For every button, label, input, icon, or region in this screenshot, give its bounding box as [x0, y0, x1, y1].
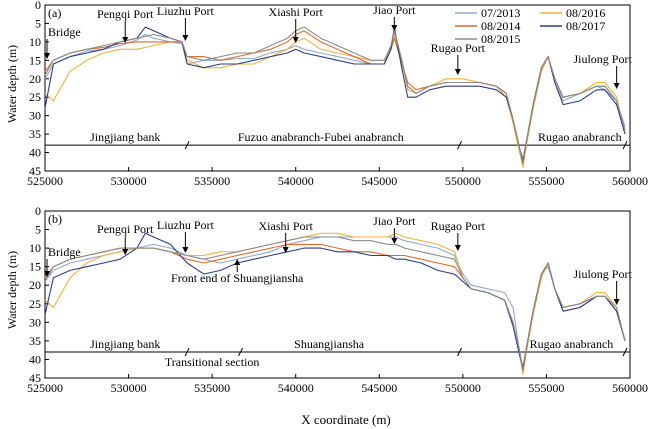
x-tick-label: 555000: [528, 174, 564, 188]
reach-label: Rugao anabranch: [530, 337, 614, 351]
annotation-label: Rugao Port: [431, 219, 486, 233]
x-tick-label: 560000: [612, 381, 648, 395]
reach-break: [184, 140, 190, 150]
y-axis-title-b: Water depth (m): [5, 251, 19, 329]
annotation-label: Bridge: [48, 25, 81, 39]
annotation-label: Liuzhu Port: [157, 218, 215, 232]
reach-break: [238, 347, 244, 357]
legend-label: 07/2013: [481, 6, 520, 20]
reach-break: [622, 140, 628, 150]
y-tick-label: 15: [29, 53, 41, 67]
reach-break: [184, 347, 190, 357]
annotation-label: Jiulong Port: [573, 52, 632, 66]
annotation-label: Xiashi Port: [259, 219, 314, 233]
x-tick-label: 550000: [445, 381, 481, 395]
annotation-label: Pengqi Port: [97, 7, 154, 21]
reach-break: [457, 140, 462, 150]
series-line-08-2015: [44, 236, 626, 372]
x-tick-label: 525000: [27, 381, 63, 395]
x-tick-label: 530000: [111, 174, 147, 188]
reach-label: Rugao anabranch: [538, 130, 622, 144]
y-tick-label: 10: [29, 241, 41, 255]
plot-frame: [44, 4, 631, 172]
y-tick-label: 35: [29, 127, 41, 141]
y-tick-label: 40: [29, 146, 41, 160]
legend-label: 08/2016: [566, 6, 605, 20]
plot-frame: [44, 210, 631, 379]
x-tick-label: 545000: [361, 174, 397, 188]
y-tick-label: 20: [29, 278, 41, 292]
legend-label: 08/2014: [481, 19, 520, 33]
series-line-08-2015: [44, 26, 626, 165]
y-tick-label: 30: [29, 315, 41, 329]
y-tick-label: 5: [35, 16, 41, 30]
annotation-label: Jiulong Port: [573, 267, 632, 281]
x-tick-label: 535000: [194, 381, 230, 395]
reach-label: Shuangjiansha: [294, 337, 365, 351]
annotation-label: Front end of Shuangjiansha: [171, 271, 304, 285]
legend-label: 08/2015: [481, 32, 520, 46]
x-tick-label: 525000: [27, 174, 63, 188]
annotation-label: Bridge: [48, 245, 81, 259]
series-line-08-2016: [44, 232, 626, 375]
x-tick-label: 555000: [528, 381, 564, 395]
annotation-label: Xiashi Port: [269, 5, 324, 19]
x-tick-label: 540000: [278, 174, 314, 188]
y-tick-label: 10: [29, 35, 41, 49]
y-tick-label: 5: [35, 223, 41, 237]
annotation-label: Liuzhu Port: [157, 4, 215, 18]
y-tick-label: 45: [29, 371, 41, 385]
x-tick-label: 545000: [361, 381, 397, 395]
x-tick-label: 535000: [194, 174, 230, 188]
x-tick-label: 530000: [111, 381, 147, 395]
x-tick-label: 550000: [445, 174, 481, 188]
legend-label: 08/2017: [566, 19, 605, 33]
y-tick-label: 0: [35, 204, 41, 218]
y-tick-label: 25: [29, 297, 41, 311]
y-tick-label: 20: [29, 72, 41, 86]
y-tick-label: 25: [29, 90, 41, 104]
y-tick-label: 40: [29, 352, 41, 366]
reach-break: [457, 347, 462, 357]
y-tick-label: 45: [29, 164, 41, 178]
reach-label: Jingjiang bank: [90, 337, 160, 351]
reach-label: Transitional section: [165, 355, 260, 369]
x-axis-title: X coordinate (m): [301, 412, 391, 427]
y-tick-label: 30: [29, 109, 41, 123]
panel-label: (a): [48, 6, 61, 20]
x-tick-label: 540000: [278, 381, 314, 395]
panel-label: (b): [48, 212, 62, 226]
y-tick-label: 35: [29, 334, 41, 348]
reach-label: Fuzuo anabranch-Fubei anabranch: [238, 130, 404, 144]
y-axis-title-a: Water depth (m): [5, 45, 19, 123]
series-line-08-2016: [44, 33, 626, 168]
annotation-label: Pengqi Port: [97, 222, 154, 236]
y-tick-label: 15: [29, 260, 41, 274]
x-tick-label: 560000: [612, 174, 648, 188]
annotation-label: Jiao Port: [373, 214, 416, 228]
reach-label: Jingjiang bank: [90, 130, 160, 144]
reach-break: [622, 347, 628, 357]
annotation-label: Jiao Port: [373, 3, 416, 17]
y-tick-label: 0: [35, 0, 41, 12]
annotation-label: Rugao Port: [431, 41, 486, 55]
